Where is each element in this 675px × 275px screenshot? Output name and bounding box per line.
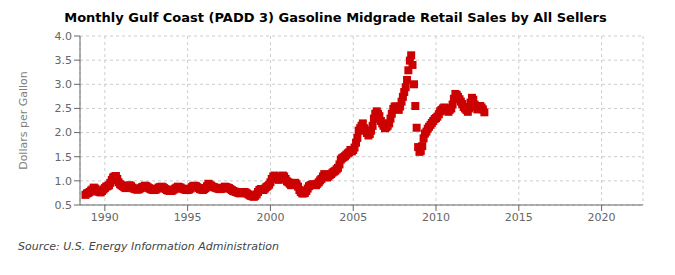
html-text:Source: U.S. Energy Informatio: Source: U.S. Energy Information Administ… <box>18 240 279 253</box>
svg-text:1990: 1990 <box>91 211 119 224</box>
svg-text:2005: 2005 <box>339 211 367 224</box>
html-text:Monthly Gulf Coast (PADD 3) Ga: Monthly Gulf Coast (PADD 3) Gasoline Mid… <box>64 10 607 25</box>
svg-text:2.5: 2.5 <box>55 102 73 115</box>
svg-text:Dollars per Gallon: Dollars per Gallon <box>17 71 30 170</box>
svg-text:3.5: 3.5 <box>55 54 73 67</box>
svg-text:1995: 1995 <box>174 211 202 224</box>
svg-text:0.5: 0.5 <box>55 199 73 212</box>
svg-text:1.5: 1.5 <box>55 151 73 164</box>
svg-text:2020: 2020 <box>588 211 616 224</box>
svg-text:2015: 2015 <box>505 211 533 224</box>
svg-text:2010: 2010 <box>422 211 450 224</box>
svg-text:2.0: 2.0 <box>55 126 73 139</box>
svg-text:3.0: 3.0 <box>55 78 73 91</box>
svg-text:1.0: 1.0 <box>55 175 73 188</box>
svg-text:2000: 2000 <box>256 211 284 224</box>
svg-text:4.0: 4.0 <box>55 30 73 43</box>
